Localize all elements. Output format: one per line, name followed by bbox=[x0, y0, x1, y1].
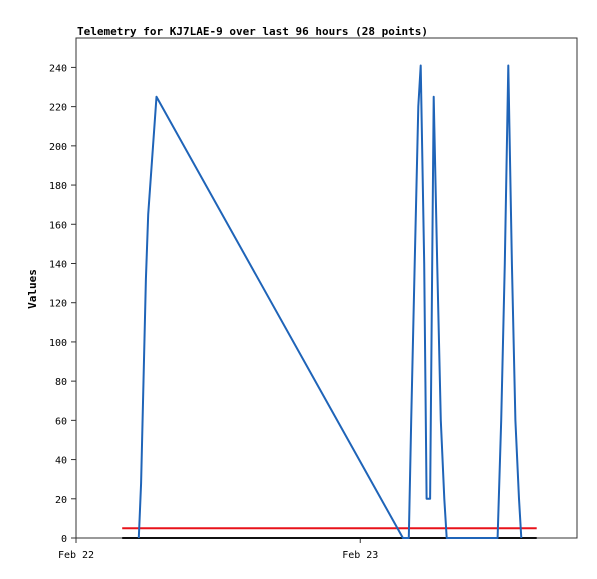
y-tick-label: 80 bbox=[55, 377, 67, 388]
series-layer bbox=[122, 64, 537, 539]
y-tick-label: 200 bbox=[49, 142, 67, 153]
x-tick-label: Feb 23 bbox=[342, 550, 378, 561]
y-tick-label: 60 bbox=[55, 416, 67, 427]
y-tick-label: 120 bbox=[49, 299, 67, 310]
chart-title: Telemetry for KJ7LAE-9 over last 96 hour… bbox=[77, 25, 428, 38]
y-tick-label: 140 bbox=[49, 259, 67, 270]
plot-frame bbox=[75, 37, 578, 539]
y-axis-ticks: 0 20 40 60 80 100 120 140 160 180 200 220 240 bbox=[49, 63, 76, 545]
y-tick-label: 240 bbox=[49, 63, 67, 74]
y-tick-label: 0 bbox=[61, 534, 67, 545]
y-tick-label: 20 bbox=[55, 495, 67, 506]
y-axis-label: Values bbox=[26, 269, 39, 309]
x-tick-label: Feb 22 bbox=[58, 550, 94, 561]
y-tick-label: 220 bbox=[49, 103, 67, 114]
y-tick-label: 160 bbox=[49, 220, 67, 231]
y-tick-label: 40 bbox=[55, 456, 67, 467]
x-axis-ticks: Feb 22 Feb 23 bbox=[58, 538, 378, 561]
series-line-0 bbox=[137, 64, 523, 539]
y-tick-label: 180 bbox=[49, 181, 67, 192]
y-tick-label: 100 bbox=[49, 338, 67, 349]
